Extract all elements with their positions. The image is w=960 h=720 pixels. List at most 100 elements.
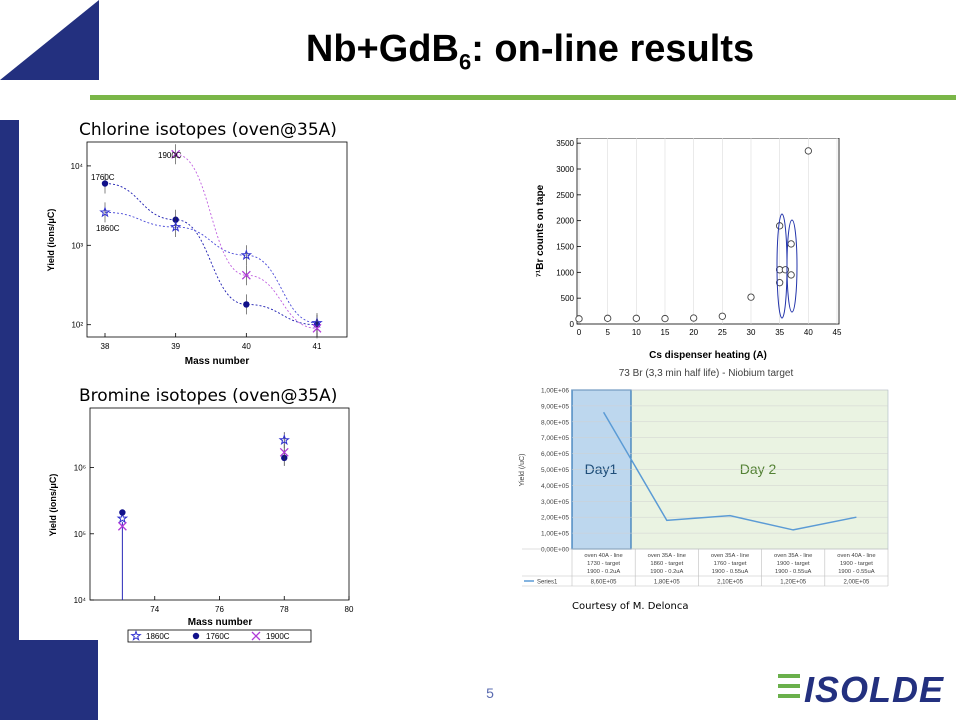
point-1760c xyxy=(101,180,109,187)
corner-triangle xyxy=(0,0,99,80)
chlorine-chart: 38 39 40 41 10² 10³ 10⁴ Mass number Yield (ion… xyxy=(46,141,348,367)
x-tick-label: 78 xyxy=(280,605,289,614)
cluster-ellipse-37 xyxy=(786,219,798,313)
y-tick-label: 10⁶ xyxy=(74,464,86,473)
point-1860c xyxy=(169,220,182,232)
series1-line xyxy=(602,411,857,531)
legend-marker-1760c xyxy=(192,632,200,640)
x-tick-label: 0 xyxy=(577,328,582,337)
x-tick-label: 15 xyxy=(661,328,670,337)
point-1860c xyxy=(116,512,129,524)
y-tick-label: 0 xyxy=(570,320,575,329)
x-axis-title: Mass number xyxy=(185,356,250,367)
y-tick-label: 8,00E+05 xyxy=(541,419,569,426)
data-point xyxy=(776,279,784,287)
y-axis-title: Yield (/uC) xyxy=(519,454,526,487)
category-label: 1900 - 0.2uA xyxy=(650,569,683,575)
point-1900c xyxy=(241,270,251,280)
category-label: oven 35A - line xyxy=(711,553,749,559)
legend-marker-1900c xyxy=(251,631,261,641)
y-tick-label: 0,00E+00 xyxy=(541,547,569,554)
legend-label: 1760C xyxy=(206,632,230,641)
legend-label: 1860C xyxy=(146,632,170,641)
x-tick-label: 30 xyxy=(747,328,756,337)
x-tick-label: 38 xyxy=(101,342,110,351)
slide-title: Nb+GdB6: on-line results xyxy=(305,28,755,75)
data-point xyxy=(776,222,784,230)
fit-curve-1860c xyxy=(104,211,318,324)
legend: 1860C 1760C 1900C xyxy=(127,629,312,643)
day1-label: Day1 xyxy=(585,461,618,477)
x-tick-label: 20 xyxy=(689,328,698,337)
x-tick-label: 35 xyxy=(775,328,784,337)
y-tick-label: 1000 xyxy=(556,268,574,277)
y-tick-label: 2500 xyxy=(556,191,574,200)
isolde-logo: ISOLDE xyxy=(778,669,943,710)
plot-frame xyxy=(89,407,350,601)
x-tick-label: 10 xyxy=(632,328,641,337)
y-tick-label: 1,00E+06 xyxy=(541,388,569,395)
data-point xyxy=(690,314,698,322)
category-label: 1900 - target xyxy=(777,561,810,567)
fit-curve-1760c xyxy=(104,183,318,326)
plot-frame xyxy=(576,138,840,325)
point-1860c xyxy=(99,206,111,218)
category-label: 1900 - target xyxy=(840,561,873,567)
value-label: 8,60E+05 xyxy=(591,580,618,586)
annotation-1900c: 1900C xyxy=(158,151,182,160)
br-counts-chart: 0 5 10 15 20 25 30 35 40 45 0 500 1000 1500 2000 2500 30… xyxy=(535,138,842,360)
bromine-chart: 74 76 78 80 10⁴ 10⁵ 10⁶ Mass number Yield (ion… xyxy=(48,407,354,643)
y-tick-label: 10⁴ xyxy=(71,162,84,171)
point-1860c xyxy=(240,249,253,261)
x-tick-label: 39 xyxy=(171,342,180,351)
category-label: oven 35A - line xyxy=(774,553,812,559)
x-axis-title: Cs dispenser heating (A) xyxy=(649,350,767,360)
data-point xyxy=(575,315,583,323)
category-label: 1860 - target xyxy=(650,561,683,567)
y-tick-label: 5,00E+05 xyxy=(541,467,569,474)
br73-yield-chart: 73 Br (3,3 min half life) - Niobium targ… xyxy=(519,368,889,587)
value-label: 1,80E+05 xyxy=(654,580,681,586)
title-underline xyxy=(90,95,956,100)
left-accent-block xyxy=(0,640,98,720)
data-point xyxy=(747,293,755,301)
x-axis-title: Mass number xyxy=(188,617,253,628)
y-axis-title: Yield (ions/μC) xyxy=(48,474,58,537)
data-point xyxy=(781,266,790,274)
plot-frame xyxy=(86,141,348,338)
y-tick-label: 3,00E+05 xyxy=(541,499,569,506)
fit-curve-1900c xyxy=(175,153,318,329)
bromine-label: Bromine isotopes (oven@35A) xyxy=(79,386,338,406)
y-tick-label: 1500 xyxy=(556,243,574,252)
category-label: 1900 - 0.55uA xyxy=(775,569,812,575)
legend-label: 1900C xyxy=(266,632,290,641)
x-tick-label: 74 xyxy=(150,605,159,614)
category-label: 1730 - target xyxy=(587,561,620,567)
point-1900c xyxy=(279,447,289,457)
y-tick-label: 10² xyxy=(71,321,83,330)
point-1900c xyxy=(171,149,181,159)
y-tick-label: 10³ xyxy=(71,241,83,250)
data-point xyxy=(661,314,669,323)
category-label: 1900 - 0.2uA xyxy=(587,569,620,575)
point-1760c xyxy=(243,301,250,308)
chlorine-label: Chlorine isotopes (oven@35A) xyxy=(79,120,337,140)
annotation-1760c: 1760C xyxy=(91,173,115,182)
point-1760c xyxy=(119,509,126,516)
y-tick-label: 1,00E+05 xyxy=(541,531,569,538)
data-point xyxy=(787,271,795,279)
annotation-1860c: 1860C xyxy=(96,224,120,233)
category-label: oven 40A - line xyxy=(837,553,875,559)
data-point xyxy=(804,147,812,155)
x-tick-label: 80 xyxy=(345,605,354,614)
chart-title: 73 Br (3,3 min half life) - Niobium targ… xyxy=(619,368,794,379)
y-tick-label: 10⁵ xyxy=(74,530,86,539)
x-tick-label: 41 xyxy=(313,342,322,351)
y-tick-label: 6,00E+05 xyxy=(541,451,569,458)
category-label: oven 40A - line xyxy=(584,553,622,559)
category-label: oven 35A - line xyxy=(648,553,686,559)
x-tick-label: 5 xyxy=(605,328,610,337)
x-tick-label: 40 xyxy=(804,328,813,337)
y-tick-label: 4,00E+05 xyxy=(541,483,569,490)
data-point xyxy=(718,312,726,320)
